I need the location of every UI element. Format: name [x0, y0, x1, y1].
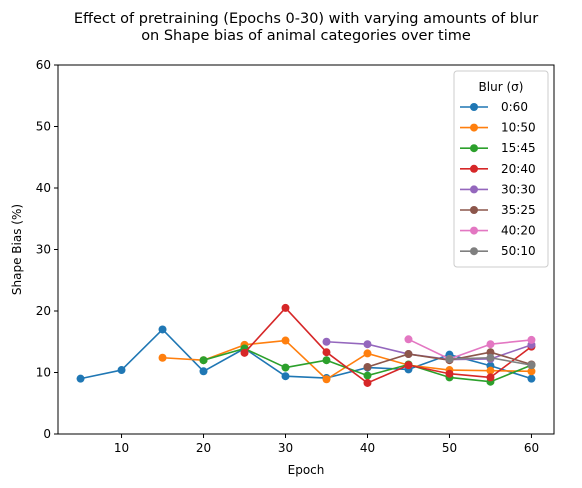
series-20-40	[240, 303, 536, 387]
data-point-35-25	[404, 350, 413, 359]
data-point-20-40	[281, 303, 290, 312]
data-point-20-40	[322, 348, 331, 357]
y-tick-label: 20	[36, 304, 51, 318]
data-point-0-60	[527, 374, 536, 383]
data-point-20-40	[363, 378, 372, 387]
legend-label-50-10: 50:10	[501, 244, 536, 258]
data-point-10-50	[363, 349, 372, 358]
y-tick-label: 40	[36, 181, 51, 195]
y-tick-label: 0	[43, 427, 51, 441]
data-point-35-25	[363, 362, 372, 371]
data-point-50-10	[486, 353, 495, 362]
data-point-20-40	[486, 373, 495, 382]
x-tick-label: 40	[360, 441, 375, 455]
data-point-10-50	[527, 367, 536, 376]
legend-marker-10-50	[470, 123, 478, 132]
data-point-15-45	[363, 371, 372, 380]
data-point-50-10	[527, 361, 536, 370]
chart-title-line1: Effect of pretraining (Epochs 0-30) with…	[74, 11, 538, 27]
data-point-20-40	[445, 369, 454, 378]
data-point-40-20	[527, 335, 536, 344]
legend-box	[453, 70, 549, 268]
data-point-0-60	[76, 374, 85, 383]
data-point-10-50	[281, 336, 290, 345]
data-point-0-60	[199, 367, 208, 376]
legend-marker-20-40	[470, 164, 478, 173]
legend-label-0-60: 0:60	[501, 100, 528, 114]
legend-label-15-45: 15:45	[501, 141, 536, 155]
data-point-10-50	[158, 353, 167, 362]
x-tick-label: 50	[442, 441, 457, 455]
plot-frame	[57, 64, 555, 435]
data-point-30-30	[322, 337, 331, 346]
legend-label-10-50: 10:50	[501, 121, 536, 135]
data-point-35-25	[486, 348, 495, 357]
data-point-0-60	[117, 366, 126, 375]
data-point-30-30	[363, 340, 372, 349]
axis-ticks: 10 20 30 40 50 60 0 10 20 30 40 50 60	[36, 58, 539, 455]
y-axis-label: Shape Bias (%)	[10, 204, 24, 295]
legend-marker-50-10	[470, 247, 478, 256]
legend-marker-40-20	[470, 226, 478, 235]
legend-marker-15-45	[470, 144, 478, 153]
x-tick-label: 60	[524, 441, 539, 455]
legend-marker-30-30	[470, 185, 478, 194]
legend-items: 0:60 10:50 15:45 20:40 30:30 35:25 40:20 50:10	[460, 100, 536, 258]
x-tick-label: 20	[196, 441, 211, 455]
data-point-40-20	[486, 340, 495, 349]
data-point-50-10	[445, 354, 454, 363]
x-tick-label: 30	[278, 441, 293, 455]
data-point-40-20	[404, 335, 413, 344]
legend-title: Blur (σ)	[479, 80, 524, 94]
legend-label-30-30: 30:30	[501, 182, 536, 196]
x-axis-label: Epoch	[288, 463, 325, 477]
y-tick-label: 10	[36, 366, 51, 380]
series-line-20-40	[243, 307, 532, 384]
series-50-10	[445, 353, 536, 370]
data-point-10-50	[486, 366, 495, 375]
legend-marker-35-25	[470, 206, 478, 214]
chart-title-line2: on Shape bias of animal categories over …	[141, 28, 471, 44]
plot-area	[76, 303, 536, 387]
legend-label-20-40: 20:40	[501, 162, 536, 176]
data-point-20-40	[404, 361, 413, 370]
legend-marker-0-60	[470, 103, 478, 111]
series-line-10-50	[162, 339, 532, 381]
data-point-20-40	[240, 348, 249, 357]
data-point-0-60	[281, 372, 290, 381]
data-point-15-45	[322, 356, 331, 365]
data-point-0-60	[158, 325, 167, 334]
legend-label-40-20: 40:20	[501, 224, 536, 238]
y-tick-label: 30	[36, 243, 51, 257]
series-0-60	[76, 325, 536, 383]
data-point-15-45	[281, 363, 290, 372]
x-tick-label: 10	[114, 441, 129, 455]
data-point-15-45	[199, 356, 208, 365]
series-line-40-20	[408, 338, 532, 360]
legend-label-35-25: 35:25	[501, 203, 536, 217]
y-tick-label: 50	[36, 120, 51, 134]
y-tick-label: 60	[36, 58, 51, 72]
data-point-10-50	[322, 375, 331, 384]
legend: Blur (σ) 0:60 10:50 15:45 20:40 30:30 35:25 40…	[453, 70, 549, 268]
